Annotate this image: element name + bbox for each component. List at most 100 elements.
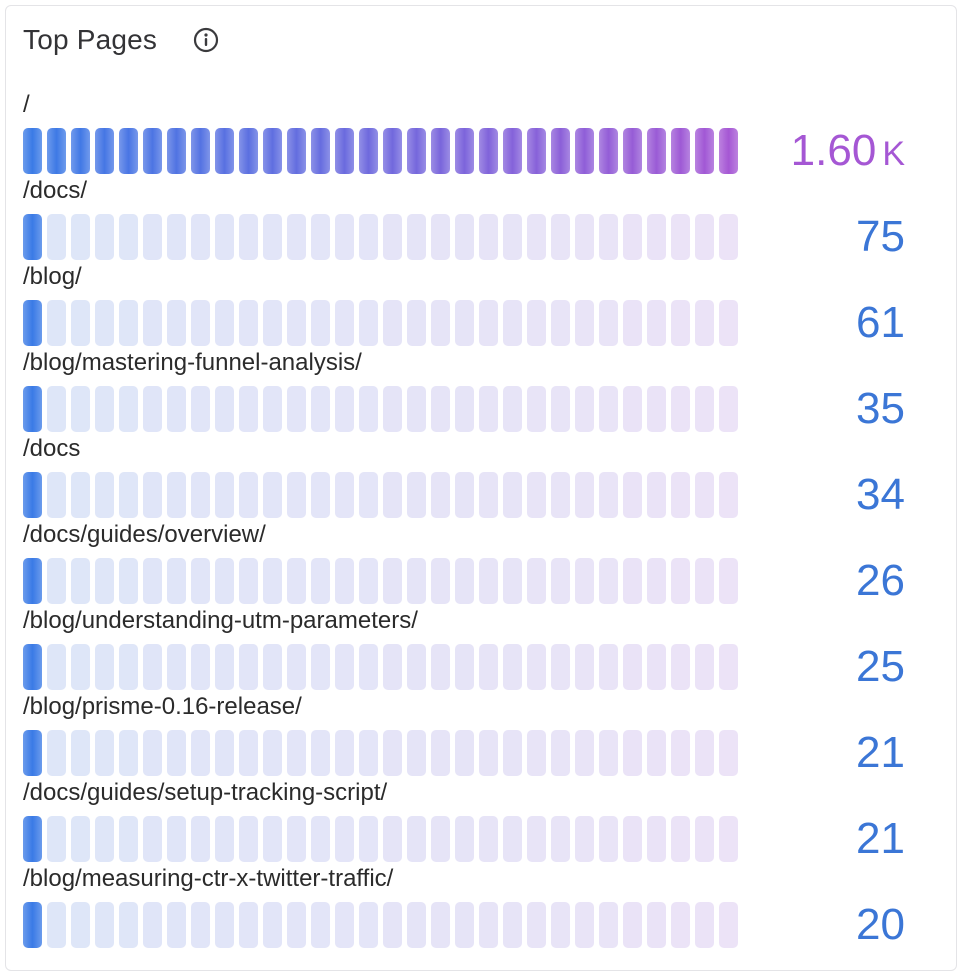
bar-segment-empty: [191, 644, 210, 690]
bar-segment-empty: [47, 730, 66, 776]
bar-segment-empty: [239, 472, 258, 518]
page-views-bar: [23, 816, 739, 862]
bar-segment-empty: [551, 558, 570, 604]
bar-segment-empty: [263, 816, 282, 862]
bar-segment-filled: [191, 128, 210, 174]
bar-segment-empty: [119, 214, 138, 260]
bar-segment-empty: [719, 300, 738, 346]
bar-segment-empty: [359, 214, 378, 260]
bar-segment-filled: [263, 128, 282, 174]
bar-segment-empty: [455, 816, 474, 862]
bar-segment-empty: [47, 644, 66, 690]
page-views-value: 35: [856, 384, 905, 434]
bar-segment-filled: [23, 386, 42, 432]
bar-segment-empty: [95, 472, 114, 518]
bar-segment-empty: [647, 644, 666, 690]
bar-segment-empty: [287, 386, 306, 432]
page-views-value: 21: [856, 814, 905, 864]
bar-segment-filled: [599, 128, 618, 174]
bar-segment-empty: [407, 644, 426, 690]
bar-segment-empty: [407, 472, 426, 518]
page-views-bar: [23, 214, 739, 260]
page-row[interactable]: /blog/measuring-ctr-x-twitter-traffic/20: [23, 864, 923, 950]
bar-segment-filled: [23, 730, 42, 776]
bar-segment-filled: [719, 128, 738, 174]
bar-segment-empty: [551, 386, 570, 432]
bar-segment-filled: [503, 128, 522, 174]
bar-segment-empty: [527, 902, 546, 948]
bar-segment-empty: [647, 300, 666, 346]
bar-segment-empty: [95, 902, 114, 948]
page-row[interactable]: /docs/guides/setup-tracking-script/21: [23, 778, 923, 864]
bar-segment-empty: [47, 558, 66, 604]
bar-segment-empty: [407, 902, 426, 948]
bar-segment-empty: [479, 558, 498, 604]
bar-segment-empty: [479, 300, 498, 346]
page-row[interactable]: /blog/prisme-0.16-release/21: [23, 692, 923, 778]
info-circle-icon[interactable]: [193, 27, 219, 53]
bar-segment-filled: [287, 128, 306, 174]
bar-segment-empty: [143, 386, 162, 432]
bar-segment-empty: [167, 386, 186, 432]
page-views-number: 1.60: [790, 126, 877, 175]
bar-segment-empty: [287, 300, 306, 346]
bar-segment-empty: [575, 816, 594, 862]
bar-segment-empty: [143, 472, 162, 518]
bar-segment-empty: [167, 816, 186, 862]
bar-segment-empty: [575, 386, 594, 432]
bar-segment-empty: [167, 644, 186, 690]
bar-segment-empty: [383, 558, 402, 604]
bar-segment-empty: [95, 214, 114, 260]
bar-segment-empty: [599, 816, 618, 862]
bar-segment-empty: [695, 644, 714, 690]
page-row[interactable]: /blog/61: [23, 262, 923, 348]
bar-segment-empty: [407, 730, 426, 776]
bar-segment-empty: [647, 386, 666, 432]
page-row[interactable]: /docs 34: [23, 434, 923, 520]
page-row[interactable]: /docs/75: [23, 176, 923, 262]
bar-segment-empty: [47, 902, 66, 948]
bar-segment-empty: [143, 558, 162, 604]
bar-segment-empty: [551, 644, 570, 690]
bar-segment-empty: [239, 386, 258, 432]
page-views-number: 34: [856, 470, 905, 519]
page-row[interactable]: /blog/mastering-funnel-analysis/35: [23, 348, 923, 434]
page-row[interactable]: /docs/guides/overview/26: [23, 520, 923, 606]
bar-segment-filled: [95, 128, 114, 174]
bar-segment-empty: [191, 902, 210, 948]
bar-segment-empty: [695, 472, 714, 518]
bar-segment-empty: [335, 730, 354, 776]
bar-segment-empty: [431, 902, 450, 948]
bar-segment-empty: [431, 300, 450, 346]
bar-segment-empty: [671, 730, 690, 776]
bar-segment-empty: [359, 730, 378, 776]
bar-segment-filled: [23, 558, 42, 604]
bar-segment-empty: [575, 644, 594, 690]
bar-segment-empty: [671, 472, 690, 518]
page-views-number: 75: [856, 212, 905, 261]
bar-segment-empty: [623, 730, 642, 776]
page-row[interactable]: / 1.60 K: [23, 90, 923, 176]
bar-segment-empty: [191, 214, 210, 260]
bar-segment-empty: [455, 558, 474, 604]
bar-segment-empty: [335, 644, 354, 690]
page-views-value: 26: [856, 556, 905, 606]
bar-segment-empty: [287, 730, 306, 776]
page-row[interactable]: /blog/understanding-utm-parameters/25: [23, 606, 923, 692]
bar-segment-empty: [455, 902, 474, 948]
bar-segment-filled: [647, 128, 666, 174]
bar-segment-filled: [407, 128, 426, 174]
bar-segment-filled: [239, 128, 258, 174]
bar-segment-empty: [647, 730, 666, 776]
page-path-label: /blog/mastering-funnel-analysis/: [23, 349, 362, 376]
bar-segment-empty: [503, 902, 522, 948]
bar-segment-empty: [479, 816, 498, 862]
bar-segment-empty: [95, 816, 114, 862]
bar-segment-empty: [623, 558, 642, 604]
bar-segment-empty: [191, 730, 210, 776]
bar-segment-filled: [527, 128, 546, 174]
bar-segment-empty: [479, 902, 498, 948]
bar-segment-filled: [23, 214, 42, 260]
bar-segment-empty: [311, 644, 330, 690]
bar-segment-filled: [119, 128, 138, 174]
